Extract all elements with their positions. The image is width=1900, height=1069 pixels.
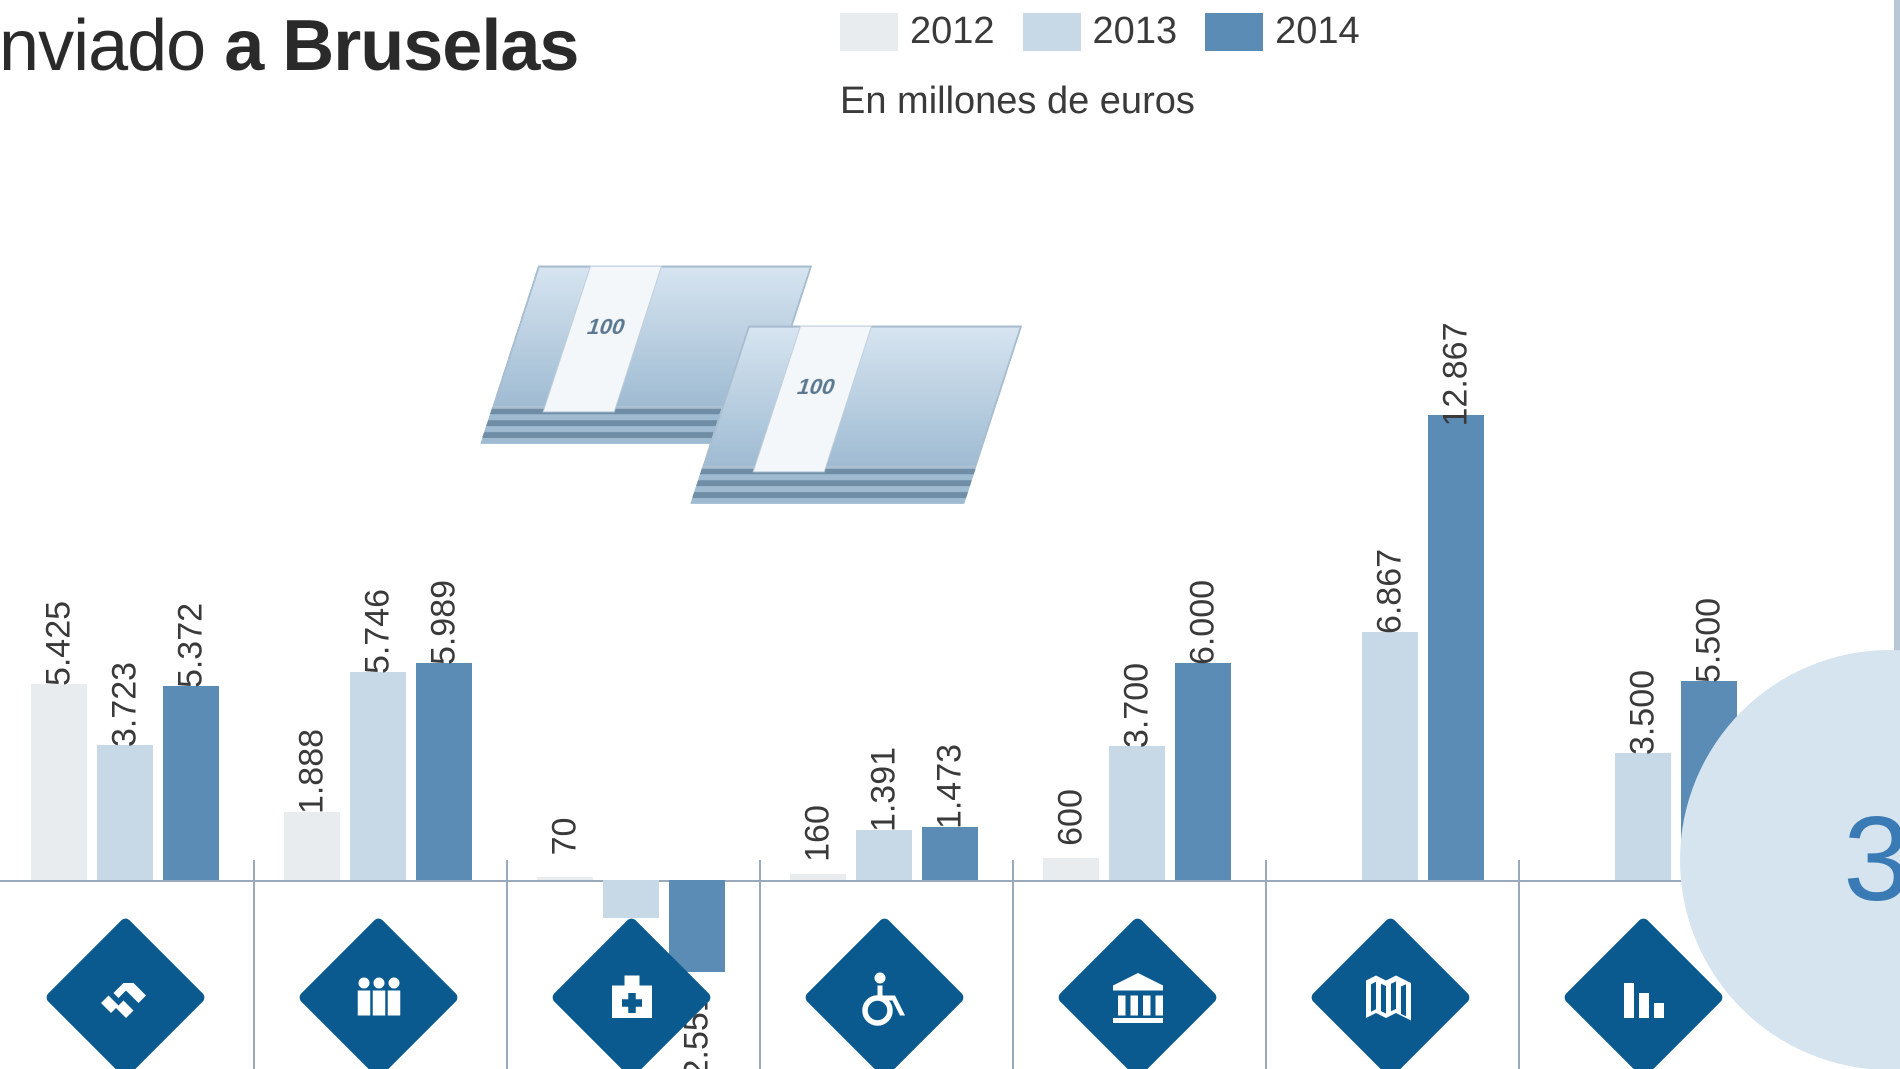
bar: 5.989 (416, 663, 472, 880)
people-glyph (321, 940, 436, 1055)
legend-label: 2014 (1275, 10, 1360, 53)
bar: 1.888 (284, 812, 340, 880)
gov-glyph (1080, 940, 1195, 1055)
bar: 3.723 (97, 745, 153, 880)
bar-value-label: 5.989 (425, 580, 464, 665)
bar: 3.500 (1615, 753, 1671, 880)
handshake-icon (44, 916, 207, 1069)
bar-value-label: 70 (546, 818, 585, 856)
bar-value-label: 5.425 (40, 601, 79, 686)
chart-baseline (0, 880, 1780, 882)
bar-group: 5.4253.7235.372 (31, 160, 219, 880)
chart-title: enviado a Bruselas (0, 5, 578, 87)
title-bold: a Bruselas (224, 6, 578, 86)
gov-icon (1056, 916, 1219, 1069)
bar: 70 (537, 877, 593, 880)
handshake-glyph (68, 940, 183, 1055)
bar-value-label: 5.500 (1690, 598, 1729, 683)
bar: 6.000 (1175, 663, 1231, 880)
bar-value-label: 1.888 (293, 729, 332, 814)
bar-group: 70-1.040-2.551 (537, 160, 725, 880)
map-glyph (1333, 940, 1448, 1055)
bar: 12.867 (1428, 415, 1484, 880)
bar-chart: 5.4253.7235.3721.8885.7465.98970-1.040-2… (0, 160, 1780, 1060)
bar-group: 6003.7006.000 (1043, 160, 1231, 880)
legend-swatch (840, 13, 898, 51)
bar-value-label: 1.473 (931, 744, 970, 829)
wheelchair-icon (803, 916, 966, 1069)
bar: 600 (1043, 858, 1099, 880)
people-icon (297, 916, 460, 1069)
bar-value-label: 600 (1052, 789, 1091, 846)
bar: -1.040 (603, 880, 659, 918)
bars-glyph (1586, 940, 1701, 1055)
group-separator (506, 860, 508, 1069)
bar: 1.391 (856, 830, 912, 880)
legend-item-2014: 2014 (1205, 10, 1360, 53)
bar-value-label: 3.700 (1118, 663, 1157, 748)
bar: 5.372 (163, 686, 219, 880)
right-partial-number: 3 (1843, 790, 1900, 928)
group-separator (1012, 860, 1014, 1069)
legend-item-2012: 2012 (840, 10, 995, 53)
bar-value-label: 6.867 (1371, 549, 1410, 634)
map-icon (1309, 916, 1472, 1069)
bar-value-label: 5.372 (172, 603, 211, 688)
bar: 5.425 (31, 684, 87, 880)
bar-value-label: 5.746 (359, 589, 398, 674)
bar-group: 1601.3911.473 (790, 160, 978, 880)
group-separator (759, 860, 761, 1069)
bar-value-label: 12.867 (1437, 323, 1476, 427)
legend-item-2013: 2013 (1023, 10, 1178, 53)
bar-value-label: 160 (799, 805, 838, 862)
health-glyph (574, 940, 689, 1055)
title-prefix: enviado (0, 6, 224, 86)
group-separator (1518, 860, 1520, 1069)
bar-value-label: 3.500 (1624, 670, 1663, 755)
bar-group: 6.86712.867 (1296, 160, 1484, 880)
group-separator (1265, 860, 1267, 1069)
bar: 1.473 (922, 827, 978, 880)
legend: 2012 2013 2014 (840, 10, 1360, 53)
legend-subtitle: En millones de euros (840, 80, 1195, 123)
bar-group: 1.8885.7465.989 (284, 160, 472, 880)
legend-label: 2012 (910, 10, 995, 53)
health-icon (550, 916, 713, 1069)
legend-swatch (1205, 13, 1263, 51)
group-separator (253, 860, 255, 1069)
bar: 6.867 (1362, 632, 1418, 880)
bar: 160 (790, 874, 846, 880)
bar-value-label: 3.723 (106, 662, 145, 747)
bar: 3.700 (1109, 746, 1165, 880)
bar-value-label: 1.391 (865, 747, 904, 832)
legend-swatch (1023, 13, 1081, 51)
wheelchair-glyph (827, 940, 942, 1055)
bar-value-label: 6.000 (1184, 580, 1223, 665)
legend-label: 2013 (1093, 10, 1178, 53)
bar: 5.746 (350, 672, 406, 880)
